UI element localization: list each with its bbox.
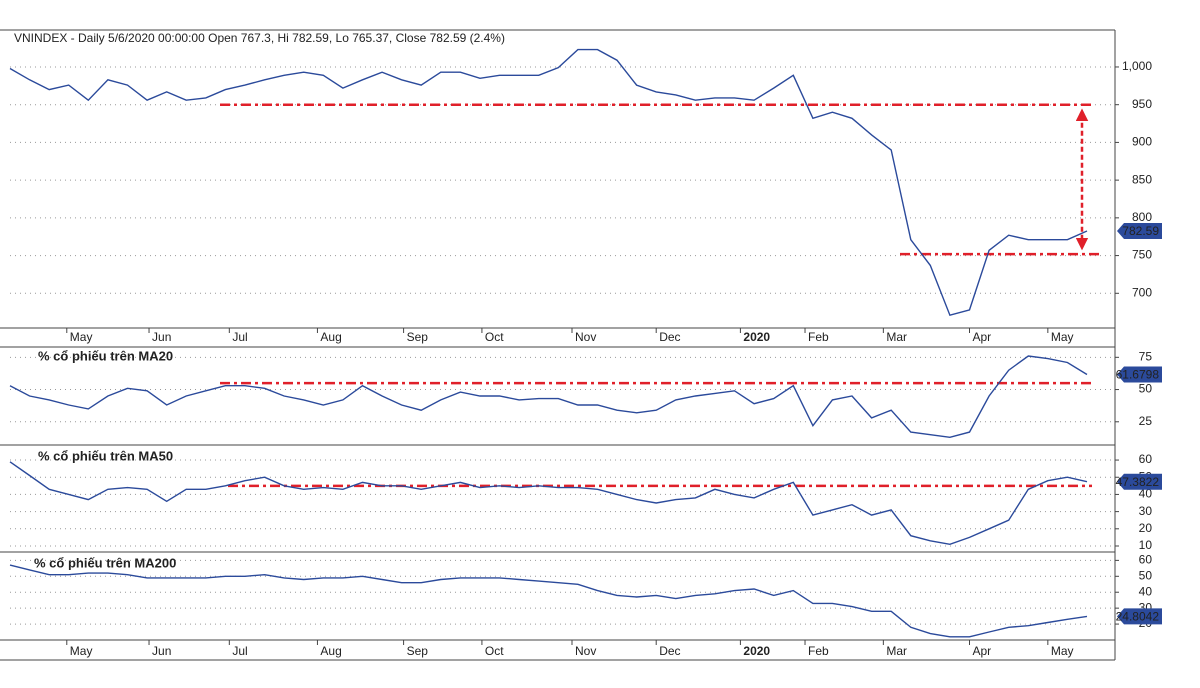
series-line (9, 461, 1088, 546)
y-tick-label: 800 (1132, 210, 1152, 224)
x-tick-label: Jul (232, 644, 247, 658)
y-tick-label: 60 (1139, 553, 1153, 567)
series-line (9, 48, 1088, 317)
y-tick-label: 20 (1139, 521, 1153, 535)
y-tick-label: 750 (1132, 248, 1152, 262)
x-tick-label: May (1051, 644, 1074, 658)
y-tick-label: 700 (1132, 285, 1152, 299)
x-tick-label: Apr (973, 644, 992, 658)
last-value-tag (1117, 366, 1162, 383)
x-tick-label: Sep (407, 330, 429, 344)
y-tick-label: 75 (1139, 349, 1153, 363)
x-tick-label: Feb (808, 330, 829, 344)
x-tick-label: Apr (973, 330, 992, 344)
y-tick-label: 950 (1132, 97, 1152, 111)
y-tick-label: 25 (1139, 414, 1153, 428)
panel-title: % cổ phiếu trên MA50 (38, 448, 173, 463)
y-tick-label: 850 (1132, 172, 1152, 186)
y-tick-label: 60 (1139, 452, 1153, 466)
x-tick-label: 2020 (743, 330, 770, 344)
y-tick-label: 40 (1139, 487, 1153, 501)
x-tick-label: May (70, 330, 93, 344)
x-tick-label: Oct (485, 644, 504, 658)
last-value-label: 47.3822 (1116, 475, 1160, 489)
x-tick-label: Feb (808, 644, 829, 658)
x-tick-label: Jun (152, 644, 171, 658)
last-value-label: 61.6798 (1116, 368, 1160, 382)
y-tick-label: 50 (1139, 568, 1153, 582)
x-tick-label: Mar (886, 644, 907, 658)
last-value-label: 24.8042 (1116, 610, 1160, 624)
y-tick-label: 30 (1139, 504, 1153, 518)
series-line (9, 355, 1088, 439)
last-value-tag (1117, 222, 1162, 239)
y-tick-label: 900 (1132, 135, 1152, 149)
panel-title: VNINDEX - Daily 5/6/2020 00:00:00 Open 7… (14, 31, 505, 45)
last-value-tag (1117, 608, 1162, 625)
last-value-label: 782.59 (1122, 224, 1159, 238)
x-tick-label: 2020 (743, 644, 770, 658)
x-tick-label: Jun (152, 330, 171, 344)
series-line (9, 564, 1088, 638)
x-tick-label: Mar (886, 330, 907, 344)
y-tick-label: 1,000 (1122, 59, 1152, 73)
x-tick-label: Aug (320, 644, 341, 658)
x-tick-label: Dec (659, 644, 680, 658)
x-tick-label: Jul (232, 330, 247, 344)
y-tick-label: 50 (1139, 382, 1153, 396)
panel-title: % cổ phiếu trên MA20 (38, 348, 173, 363)
x-tick-label: May (70, 644, 93, 658)
last-value-tag (1117, 473, 1162, 490)
x-tick-label: Nov (575, 330, 596, 344)
panel-title: % cổ phiếu trên MA200 (34, 555, 176, 570)
x-tick-label: Oct (485, 330, 504, 344)
x-tick-label: May (1051, 330, 1074, 344)
x-tick-label: Dec (659, 330, 680, 344)
x-tick-label: Aug (320, 330, 341, 344)
x-tick-label: Sep (407, 644, 429, 658)
y-tick-label: 10 (1139, 538, 1153, 552)
x-tick-label: Nov (575, 644, 596, 658)
y-tick-label: 40 (1139, 584, 1153, 598)
